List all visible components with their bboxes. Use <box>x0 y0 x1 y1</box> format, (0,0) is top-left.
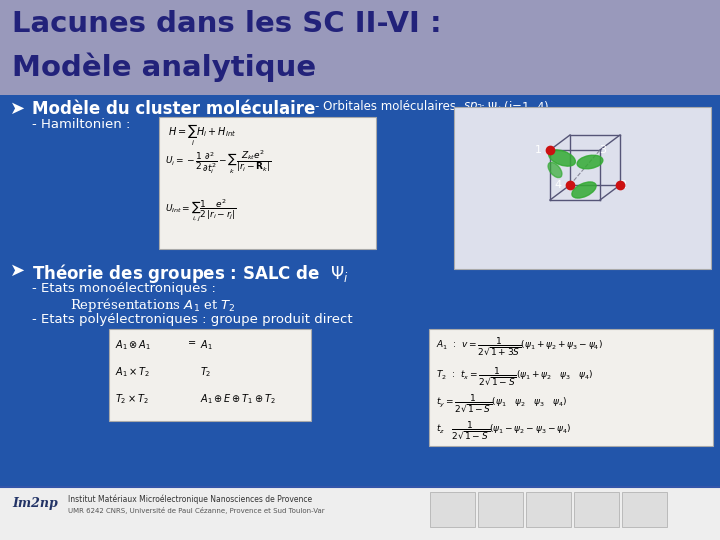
Text: 3: 3 <box>600 145 606 155</box>
FancyBboxPatch shape <box>159 117 376 249</box>
Bar <box>0 95 720 487</box>
Text: - Etats monoélectroniques :: - Etats monoélectroniques : <box>32 282 216 295</box>
Bar <box>574 492 619 527</box>
Bar <box>478 492 523 527</box>
FancyBboxPatch shape <box>109 329 311 421</box>
Text: $H = \sum_i H_i + H_{Int}$: $H = \sum_i H_i + H_{Int}$ <box>168 123 236 148</box>
Text: ➤: ➤ <box>10 262 25 280</box>
Text: Im2np: Im2np <box>12 497 58 510</box>
Text: - Etats polyélectroniques : groupe produit direct: - Etats polyélectroniques : groupe produ… <box>32 313 353 326</box>
Bar <box>0 0 720 95</box>
Text: $A_1 \times T_2$: $A_1 \times T_2$ <box>115 365 150 379</box>
Bar <box>430 492 475 527</box>
Text: $A_1 \oplus E \oplus T_1 \oplus T_2$: $A_1 \oplus E \oplus T_1 \oplus T_2$ <box>200 392 276 406</box>
Text: - Hamiltonien :: - Hamiltonien : <box>32 118 130 131</box>
Text: $T_2$: $T_2$ <box>200 365 212 379</box>
Text: $sp_3$: $sp_3$ <box>463 100 483 114</box>
Text: 4: 4 <box>554 180 562 190</box>
Text: $A_1$  :  $v = \dfrac{1}{2\sqrt{1+3S}}(\psi_1 + \psi_2 + \psi_3 - \psi_4)$: $A_1$ : $v = \dfrac{1}{2\sqrt{1+3S}}(\ps… <box>436 336 603 357</box>
Ellipse shape <box>572 182 596 198</box>
Text: $t_y = \dfrac{1}{2\sqrt{1-S}}(\psi_1 \quad \psi_2 \quad \psi_3 \quad \psi_4)$: $t_y = \dfrac{1}{2\sqrt{1-S}}(\psi_1 \qu… <box>436 393 567 415</box>
Text: Lacunes dans les SC II-VI :: Lacunes dans les SC II-VI : <box>12 10 441 38</box>
Text: Modèle analytique: Modèle analytique <box>12 52 316 82</box>
Text: $U_i = -\dfrac{1}{2}\dfrac{\partial^2}{\partial t_i^2} - \sum_k \dfrac{Z_{kt}e^2: $U_i = -\dfrac{1}{2}\dfrac{\partial^2}{\… <box>165 148 272 176</box>
Text: $t_z \quad \dfrac{1}{2\sqrt{1-S}}(\psi_1 - \psi_2 - \psi_3 - \psi_4)$: $t_z \quad \dfrac{1}{2\sqrt{1-S}}(\psi_1… <box>436 420 572 442</box>
Text: $A_1 \otimes A_1$: $A_1 \otimes A_1$ <box>115 338 151 352</box>
Text: =: = <box>188 338 196 348</box>
Text: Représentations $A_1$ et $T_2$: Représentations $A_1$ et $T_2$ <box>70 296 236 314</box>
Text: : $\Psi_i$ (i=1..4): : $\Psi_i$ (i=1..4) <box>480 100 549 116</box>
Text: UMR 6242 CNRS, Université de Paul Cézanne, Provence et Sud Toulon-Var: UMR 6242 CNRS, Université de Paul Cézann… <box>68 507 325 514</box>
Text: Théorie des groupes : SALC de  $\Psi_i$: Théorie des groupes : SALC de $\Psi_i$ <box>32 262 349 285</box>
FancyBboxPatch shape <box>429 329 713 446</box>
Text: - Orbitales moléculaires: - Orbitales moléculaires <box>315 100 460 113</box>
Text: $T_2$  :  $t_x = \dfrac{1}{2\sqrt{1-S}}(\psi_1 + \psi_2 \quad \psi_3 \quad \psi_: $T_2$ : $t_x = \dfrac{1}{2\sqrt{1-S}}(\p… <box>436 366 594 388</box>
Bar <box>0 487 720 540</box>
Text: 2: 2 <box>619 180 626 190</box>
FancyBboxPatch shape <box>454 107 711 269</box>
Text: Modèle du cluster moléculaire: Modèle du cluster moléculaire <box>32 100 315 118</box>
Ellipse shape <box>577 155 603 169</box>
Text: 1: 1 <box>534 145 541 155</box>
Ellipse shape <box>548 163 562 178</box>
Text: Institut Matériaux Microélectronique Nanosciences de Provence: Institut Matériaux Microélectronique Nan… <box>68 495 312 504</box>
Text: ➤: ➤ <box>10 100 25 118</box>
Bar <box>526 492 571 527</box>
Bar <box>622 492 667 527</box>
Text: $T_2 \times T_2$: $T_2 \times T_2$ <box>115 392 149 406</box>
Text: $U_{Int} = \sum_{i,j} \dfrac{1}{2} \dfrac{e^2}{|r_i - r_j|}$: $U_{Int} = \sum_{i,j} \dfrac{1}{2} \dfra… <box>165 198 237 224</box>
Ellipse shape <box>549 150 575 166</box>
Text: $A_1$: $A_1$ <box>200 338 213 352</box>
